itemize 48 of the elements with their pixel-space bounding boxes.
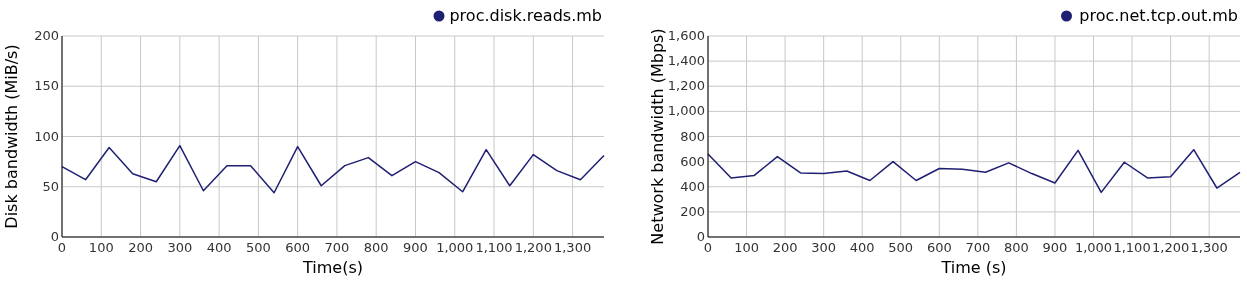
- x-tick-label: 700: [965, 240, 991, 255]
- x-axis-title: Time (s): [940, 258, 1007, 277]
- x-tick-label: 100: [734, 240, 759, 255]
- legend-label: proc.disk.reads.mb: [449, 6, 602, 25]
- x-tick-label: 200: [128, 240, 153, 255]
- y-tick-label: 0: [50, 229, 59, 244]
- x-tick-label: 600: [926, 240, 952, 255]
- y-tick-label: 50: [42, 178, 59, 194]
- y-tick-label: 100: [34, 128, 59, 144]
- line-series: [707, 148, 1241, 194]
- x-tick-label: 100: [88, 240, 114, 255]
- x-tick-label: 1,200: [1152, 240, 1190, 255]
- y-tick-label: 200: [34, 28, 59, 43]
- x-tick-label: 1,300: [1190, 240, 1228, 255]
- x-tick-label: 900: [1042, 240, 1068, 255]
- y-tick-label: 1,600: [667, 28, 705, 43]
- x-tick-label: 400: [206, 240, 232, 255]
- x-tick-label: 500: [245, 240, 271, 255]
- x-tick-label: 200: [772, 240, 798, 255]
- x-tick-label: 800: [1003, 240, 1029, 255]
- x-tick-label: 600: [285, 240, 311, 255]
- y-tick-label: 400: [680, 178, 705, 194]
- x-tick-label: 1,000: [1074, 240, 1113, 255]
- y-tick-label: 600: [680, 153, 705, 169]
- y-tick-label: 1,400: [667, 53, 705, 69]
- x-tick-label: 500: [888, 240, 914, 255]
- y-tick-label: 800: [680, 128, 705, 144]
- y-tick-label: 1,000: [667, 103, 705, 119]
- x-tick-label: 300: [167, 240, 193, 255]
- x-tick-label: 1,000: [436, 240, 474, 255]
- legend-label: proc.net.tcp.out.mb: [1079, 6, 1238, 25]
- y-tick-label: 0: [696, 229, 705, 244]
- y-tick-label: 200: [680, 203, 705, 219]
- x-tick-label: 1,100: [475, 240, 513, 255]
- x-tick-label: 800: [363, 240, 389, 255]
- x-tick-label: 400: [849, 240, 875, 255]
- x-tick-label: 1,100: [1113, 240, 1151, 255]
- y-tick-label: 150: [34, 78, 59, 94]
- x-tick-label: 300: [811, 240, 837, 255]
- y-axis-title: Network bandwidth (Mbps): [648, 28, 667, 245]
- y-axis-title: Disk bandwidth (MiB/s): [2, 44, 21, 229]
- x-axis-title: Time(s): [302, 258, 363, 277]
- x-tick-label: 1,300: [553, 240, 592, 255]
- x-tick-label: 700: [324, 240, 350, 255]
- line-series: [61, 144, 605, 194]
- x-tick-label: 1,200: [514, 240, 552, 255]
- y-tick-label: 1,200: [667, 78, 705, 94]
- x-tick-label: 900: [403, 240, 428, 255]
